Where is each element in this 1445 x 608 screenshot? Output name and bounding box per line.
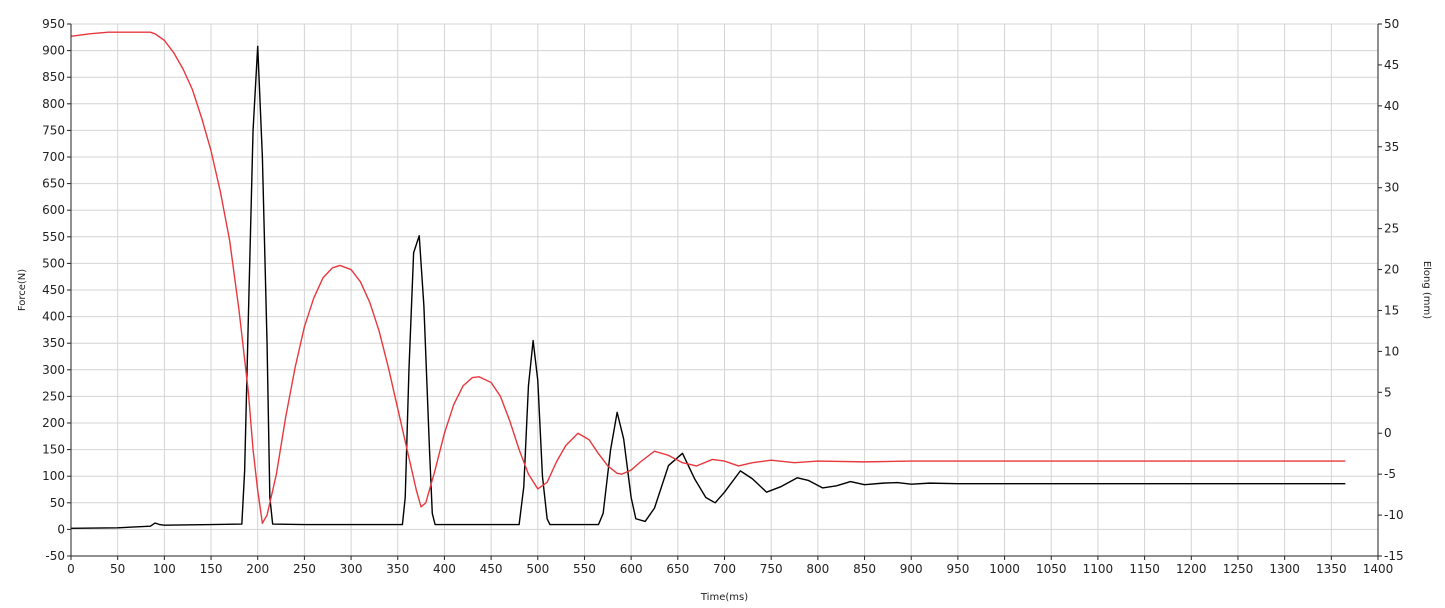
x-tick-label: 0 bbox=[67, 562, 75, 576]
x-tick-label: 800 bbox=[806, 562, 829, 576]
right-y-tick-label: 25 bbox=[1384, 222, 1399, 236]
x-tick-label: 250 bbox=[293, 562, 316, 576]
force-series-line bbox=[70, 45, 1346, 530]
elongation-series-line bbox=[70, 31, 1346, 524]
x-tick-label: 1400 bbox=[1363, 562, 1394, 576]
left-y-tick-label: 100 bbox=[42, 469, 65, 483]
left-y-tick-label: -50 bbox=[45, 549, 65, 563]
left-y-tick-label: 250 bbox=[42, 389, 65, 403]
left-y-tick-label: 500 bbox=[42, 256, 65, 270]
x-tick-label: 1100 bbox=[1083, 562, 1114, 576]
left-y-axis-title: Force(N) bbox=[17, 269, 28, 311]
x-tick-label: 700 bbox=[713, 562, 736, 576]
x-tick-label: 350 bbox=[386, 562, 409, 576]
x-tick-label: 750 bbox=[760, 562, 783, 576]
x-tick-label: 1250 bbox=[1223, 562, 1254, 576]
right-y-tick-label: -10 bbox=[1384, 508, 1404, 522]
right-y-tick-label: 30 bbox=[1384, 181, 1399, 195]
right-y-tick-label: 20 bbox=[1384, 263, 1399, 277]
x-tick-label: 1000 bbox=[989, 562, 1020, 576]
left-y-tick-label: 400 bbox=[42, 310, 65, 324]
right-y-tick-label: 45 bbox=[1384, 58, 1399, 72]
right-y-tick-label: 40 bbox=[1384, 99, 1399, 113]
x-tick-label: 300 bbox=[340, 562, 363, 576]
left-y-tick-label: 800 bbox=[42, 97, 65, 111]
right-y-axis-title: Elong (mm) bbox=[1421, 261, 1432, 319]
right-y-tick-label: -5 bbox=[1384, 467, 1396, 481]
right-y-tick-label: 35 bbox=[1384, 140, 1399, 154]
x-tick-label: 650 bbox=[666, 562, 689, 576]
x-tick-label: 150 bbox=[200, 562, 223, 576]
left-y-tick-label: 300 bbox=[42, 363, 65, 377]
x-tick-label: 1350 bbox=[1316, 562, 1347, 576]
series-layer bbox=[70, 31, 1346, 530]
x-tick-label: 1300 bbox=[1269, 562, 1300, 576]
left-y-tick-label: 750 bbox=[42, 123, 65, 137]
left-y-tick-label: 450 bbox=[42, 283, 65, 297]
left-y-tick-label: 550 bbox=[42, 230, 65, 244]
x-tick-label: 1150 bbox=[1129, 562, 1160, 576]
left-y-tick-label: 350 bbox=[42, 336, 65, 350]
left-y-tick-label: 150 bbox=[42, 443, 65, 457]
x-tick-label: 400 bbox=[433, 562, 456, 576]
axes bbox=[67, 23, 1382, 560]
x-tick-label: 500 bbox=[526, 562, 549, 576]
x-tick-label: 1200 bbox=[1176, 562, 1207, 576]
left-y-tick-label: 200 bbox=[42, 416, 65, 430]
left-y-tick-label: 50 bbox=[50, 496, 65, 510]
x-axis-title: Time(ms) bbox=[700, 592, 748, 603]
left-y-tick-label: 600 bbox=[42, 203, 65, 217]
x-tick-label: 600 bbox=[620, 562, 643, 576]
x-tick-label: 1050 bbox=[1036, 562, 1067, 576]
right-y-tick-label: 10 bbox=[1384, 344, 1399, 358]
right-y-tick-label: -15 bbox=[1384, 549, 1404, 563]
x-tick-label: 50 bbox=[110, 562, 125, 576]
left-y-tick-label: 0 bbox=[57, 522, 65, 536]
x-tick-label: 850 bbox=[853, 562, 876, 576]
right-y-tick-label: 50 bbox=[1384, 17, 1399, 31]
left-y-tick-label: 950 bbox=[42, 17, 65, 31]
left-y-tick-label: 700 bbox=[42, 150, 65, 164]
right-y-tick-label: 0 bbox=[1384, 426, 1392, 440]
x-tick-label: 550 bbox=[573, 562, 596, 576]
x-tick-label: 100 bbox=[153, 562, 176, 576]
left-y-tick-label: 850 bbox=[42, 70, 65, 84]
left-y-tick-label: 650 bbox=[42, 177, 65, 191]
x-tick-label: 900 bbox=[900, 562, 923, 576]
right-y-tick-label: 5 bbox=[1384, 385, 1392, 399]
tick-labels: 0 50 100 150 200 250 300 350 400 450 500 550 600 650 7… bbox=[42, 17, 1404, 576]
x-tick-label: 450 bbox=[480, 562, 503, 576]
x-tick-label: 200 bbox=[246, 562, 269, 576]
left-y-tick-label: 900 bbox=[42, 44, 65, 58]
grid-lines bbox=[70, 23, 1379, 557]
right-y-tick-label: 15 bbox=[1384, 303, 1399, 317]
x-tick-label: 950 bbox=[946, 562, 969, 576]
